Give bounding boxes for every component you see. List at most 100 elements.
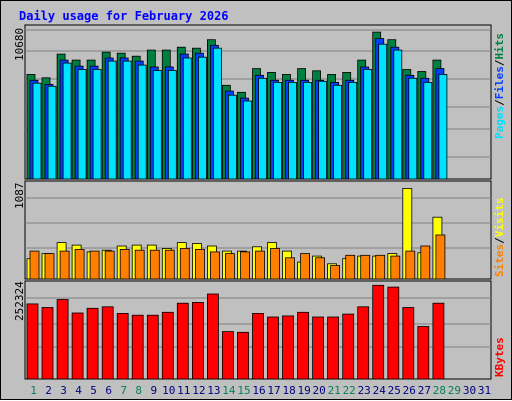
bar-kbytes-day-5 xyxy=(86,307,99,380)
x-tick-label: 3 xyxy=(60,384,67,397)
x-tick-label: 21 xyxy=(328,384,341,397)
hits-max-label: 10680 xyxy=(13,28,26,61)
legend-hits-files-pages: Pages/Files/Hits xyxy=(493,33,506,139)
bar-sites-day-3 xyxy=(59,250,70,280)
chart-title: Daily usage for February 2026 xyxy=(19,9,229,23)
bar-sites-day-1 xyxy=(29,250,40,280)
bar-pages-day-16 xyxy=(258,77,267,180)
x-tick-label: 28 xyxy=(433,384,446,397)
x-tick-label: 16 xyxy=(252,384,265,397)
bar-pages-day-3 xyxy=(62,62,72,180)
bar-sites-day-5 xyxy=(89,250,100,280)
bar-sites-day-12 xyxy=(194,248,205,280)
bar-pages-day-28 xyxy=(438,74,448,180)
kbytes-max-label: 252324 xyxy=(13,281,26,321)
bar-pages-day-21 xyxy=(333,84,343,180)
bar-pages-day-24 xyxy=(378,43,388,180)
x-tick-label: 30 xyxy=(463,384,476,397)
bar-kbytes-day-24 xyxy=(372,284,385,380)
bar-kbytes-day-26 xyxy=(402,307,415,380)
x-tick-label: 26 xyxy=(403,384,416,397)
x-tick-label: 12 xyxy=(192,384,205,397)
bar-pages-day-20 xyxy=(318,80,328,180)
bar-pages-day-6 xyxy=(107,60,117,180)
bar-sites-day-19 xyxy=(300,253,311,280)
bar-sites-day-20 xyxy=(315,257,326,280)
bar-kbytes-day-10 xyxy=(161,311,174,380)
x-tick-label: 7 xyxy=(120,384,127,397)
bar-pages-day-1 xyxy=(32,82,42,180)
visits-max-label: 1087 xyxy=(13,183,26,210)
x-tick-label: 11 xyxy=(177,384,190,397)
bar-sites-day-8 xyxy=(134,249,145,280)
x-tick-label: 13 xyxy=(207,384,220,397)
bar-sites-day-21 xyxy=(330,265,341,280)
bar-pages-day-27 xyxy=(423,82,433,180)
bar-kbytes-day-4 xyxy=(71,312,84,380)
bar-kbytes-day-12 xyxy=(191,301,204,380)
bar-pages-day-26 xyxy=(408,77,418,180)
bar-sites-day-9 xyxy=(149,249,160,280)
bar-kbytes-day-28 xyxy=(432,302,445,380)
bar-kbytes-day-6 xyxy=(101,306,114,380)
x-tick-label: 10 xyxy=(162,384,175,397)
legend-kbytes: KBytes xyxy=(493,337,506,377)
bar-sites-day-14 xyxy=(224,253,235,280)
bar-pages-day-13 xyxy=(212,47,222,180)
bar-kbytes-day-15 xyxy=(237,331,249,380)
legend-pages: Pages xyxy=(493,106,506,139)
bar-sites-day-15 xyxy=(240,251,250,280)
bar-sites-day-17 xyxy=(270,248,280,280)
legend-sep-1: / xyxy=(493,99,506,106)
legend-sep-2: / xyxy=(493,59,506,66)
legend-kbytes-wrap: KBytes xyxy=(493,337,506,377)
bar-pages-day-15 xyxy=(243,100,252,180)
x-tick-label: 29 xyxy=(448,384,461,397)
bar-pages-day-25 xyxy=(393,49,403,180)
x-tick-label: 4 xyxy=(75,384,82,397)
legend-visits: Visits xyxy=(493,198,506,238)
bar-kbytes-day-23 xyxy=(357,306,370,380)
x-tick-label: 9 xyxy=(150,384,157,397)
bar-kbytes-day-21 xyxy=(327,316,340,380)
bar-kbytes-day-14 xyxy=(221,331,234,380)
bar-sites-day-23 xyxy=(360,254,371,280)
bar-kbytes-day-8 xyxy=(131,314,144,380)
bar-kbytes-day-16 xyxy=(252,312,264,380)
x-tick-label: 18 xyxy=(282,384,295,397)
bar-pages-day-9 xyxy=(152,70,162,180)
x-tick-label: 15 xyxy=(237,384,250,397)
x-tick-label: 24 xyxy=(373,384,387,397)
bar-kbytes-day-27 xyxy=(417,326,430,380)
x-tick-label: 2 xyxy=(45,384,52,397)
bar-kbytes-day-25 xyxy=(387,286,400,380)
x-tick-label: 23 xyxy=(358,384,371,397)
bar-sites-day-18 xyxy=(285,257,295,280)
bar-sites-day-2 xyxy=(44,253,55,280)
bar-pages-day-14 xyxy=(227,94,237,180)
x-tick-label: 5 xyxy=(90,384,97,397)
x-tick-label: 14 xyxy=(222,384,236,397)
legend-sites-visits: Sites/Visits xyxy=(493,198,506,278)
bar-sites-day-6 xyxy=(104,250,115,280)
bar-kbytes-day-18 xyxy=(282,315,294,380)
bar-sites-day-4 xyxy=(74,248,85,280)
bar-pages-day-2 xyxy=(47,85,57,180)
bar-sites-day-11 xyxy=(179,248,190,280)
x-tick-label: 27 xyxy=(418,384,431,397)
bar-sites-day-25 xyxy=(390,255,401,280)
bar-sites-day-26 xyxy=(405,250,416,280)
bar-pages-day-12 xyxy=(197,56,207,180)
bar-pages-day-23 xyxy=(363,69,373,180)
bar-sites-day-10 xyxy=(164,249,175,280)
x-tick-label: 19 xyxy=(297,384,310,397)
bar-kbytes-day-3 xyxy=(56,299,69,380)
x-tick-label: 6 xyxy=(105,384,112,397)
bar-kbytes-day-1 xyxy=(26,303,39,380)
bar-pages-day-19 xyxy=(303,82,313,180)
legend-hits: Hits xyxy=(493,33,506,60)
bar-kbytes-day-19 xyxy=(297,311,310,380)
bar-sites-day-13 xyxy=(209,251,220,280)
